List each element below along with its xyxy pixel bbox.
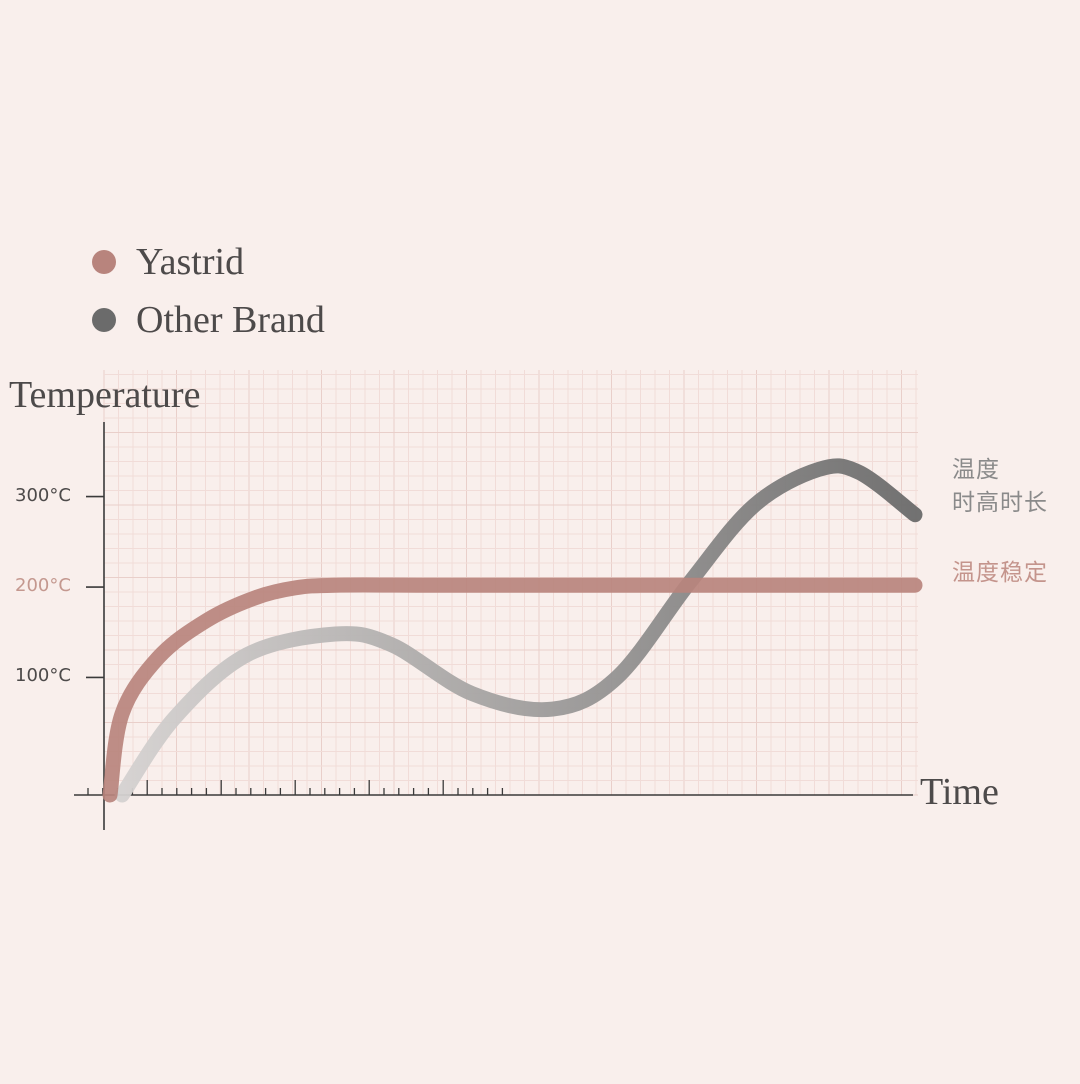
legend-label-other-brand: Other Brand (136, 299, 325, 341)
grid (103, 370, 918, 796)
y-axis-title: Temperature (9, 374, 201, 416)
y-tick-label-200: 200°C (15, 575, 71, 597)
y-tick-label-100: 100°C (15, 665, 71, 687)
legend-item-yastrid: Yastrid (92, 240, 244, 284)
legend-swatch-yastrid (92, 250, 116, 274)
y-tick-label-300: 300°C (15, 484, 71, 506)
other-brand-annotation: 温度 时高时长 (952, 454, 1048, 520)
axes (74, 422, 913, 830)
legend-swatch-other-brand (92, 308, 116, 332)
yastrid-annotation: 温度稳定 (952, 557, 1048, 590)
other-brand-annotation-line1: 温度 (952, 457, 1000, 483)
legend-label-yastrid: Yastrid (136, 241, 245, 283)
legend-item-other-brand: Other Brand (92, 298, 325, 342)
series-line-yastrid (102, 577, 923, 803)
series-lines (102, 458, 923, 803)
yastrid-annotation-text: 温度稳定 (952, 560, 1048, 586)
other-brand-annotation-line2: 时高时长 (952, 490, 1048, 516)
x-axis-title: Time (920, 771, 999, 813)
series-line-other-brand (114, 458, 923, 803)
